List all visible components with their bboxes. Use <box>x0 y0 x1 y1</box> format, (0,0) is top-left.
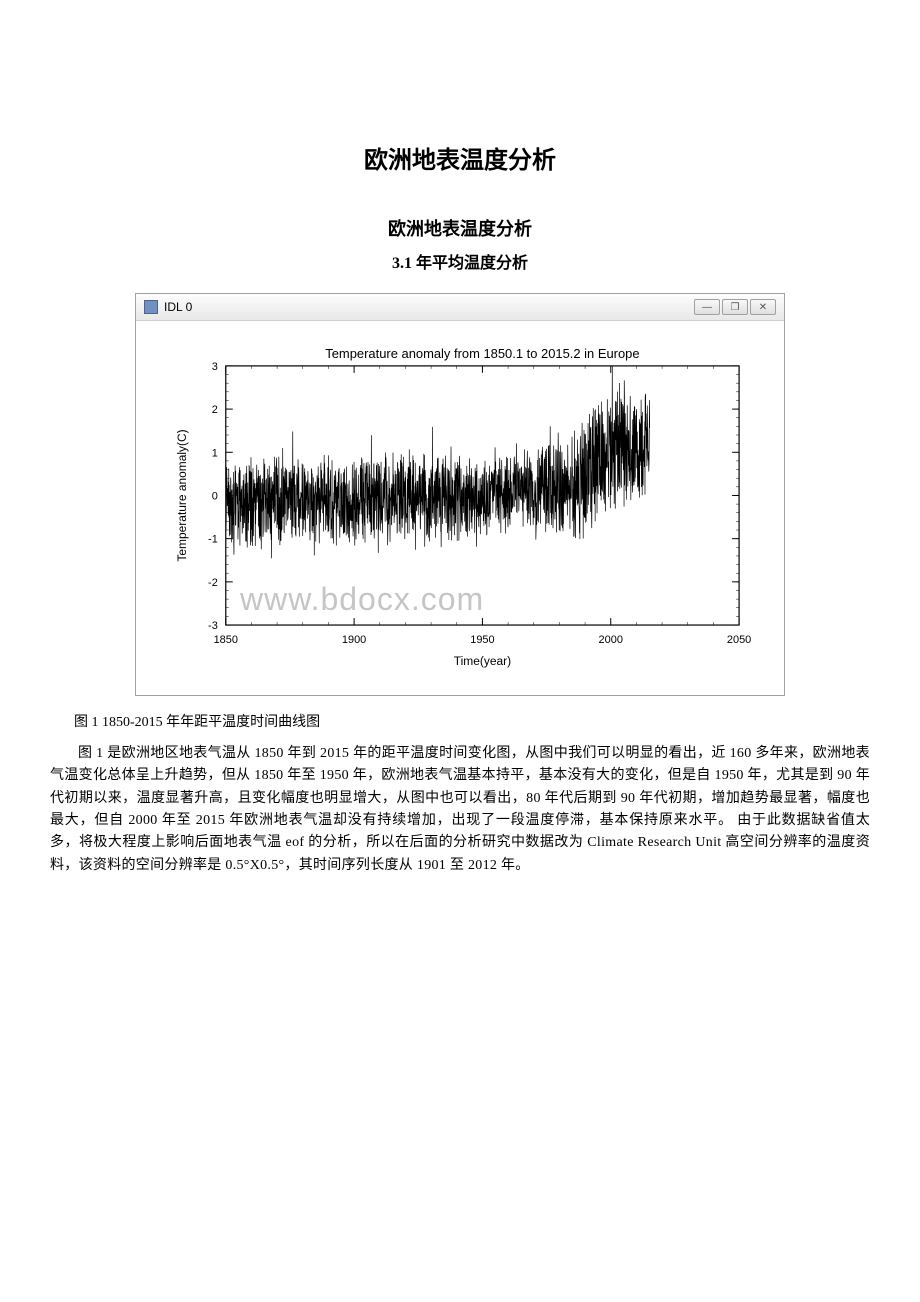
svg-text:2000: 2000 <box>599 634 623 646</box>
body-paragraph: 图 1 是欧洲地区地表气温从 1850 年到 2015 年的距平温度时间变化图，… <box>50 743 870 877</box>
svg-text:Temperature anomaly(C): Temperature anomaly(C) <box>175 429 189 561</box>
window-app-icon <box>144 300 158 314</box>
svg-text:0: 0 <box>212 490 218 502</box>
svg-text:1: 1 <box>212 447 218 459</box>
svg-text:1850: 1850 <box>214 634 238 646</box>
svg-text:1900: 1900 <box>342 634 366 646</box>
close-button[interactable]: ✕ <box>750 299 776 315</box>
chart-body: Temperature anomaly from 1850.1 to 2015.… <box>136 321 784 695</box>
svg-text:-2: -2 <box>208 577 218 589</box>
svg-text:3: 3 <box>212 361 218 373</box>
minimize-button[interactable]: — <box>694 299 720 315</box>
svg-text:-3: -3 <box>208 620 218 632</box>
section-title: 3.1 年平均温度分析 <box>50 249 870 273</box>
sub-title: 欧洲地表温度分析 <box>50 215 870 241</box>
window-title: IDL 0 <box>164 300 192 314</box>
temperature-chart: Temperature anomaly from 1850.1 to 2015.… <box>156 336 764 675</box>
svg-text:Temperature anomaly from 1850.: Temperature anomaly from 1850.1 to 2015.… <box>325 346 639 361</box>
idl-window: IDL 0 — ❐ ✕ Temperature anomaly from 185… <box>135 293 785 696</box>
svg-text:-1: -1 <box>208 534 218 546</box>
window-controls: — ❐ ✕ <box>694 299 776 315</box>
window-titlebar: IDL 0 — ❐ ✕ <box>136 294 784 321</box>
watermark-text: www.bdocx.com <box>240 581 484 618</box>
svg-text:2: 2 <box>212 404 218 416</box>
maximize-button[interactable]: ❐ <box>722 299 748 315</box>
chart-container: IDL 0 — ❐ ✕ Temperature anomaly from 185… <box>50 293 870 696</box>
figure-caption: 图 1 1850-2015 年年距平温度时间曲线图 <box>50 711 870 731</box>
svg-text:Time(year): Time(year) <box>454 654 511 668</box>
svg-text:2050: 2050 <box>727 634 751 646</box>
main-title: 欧洲地表温度分析 <box>50 140 870 175</box>
svg-text:1950: 1950 <box>470 634 494 646</box>
